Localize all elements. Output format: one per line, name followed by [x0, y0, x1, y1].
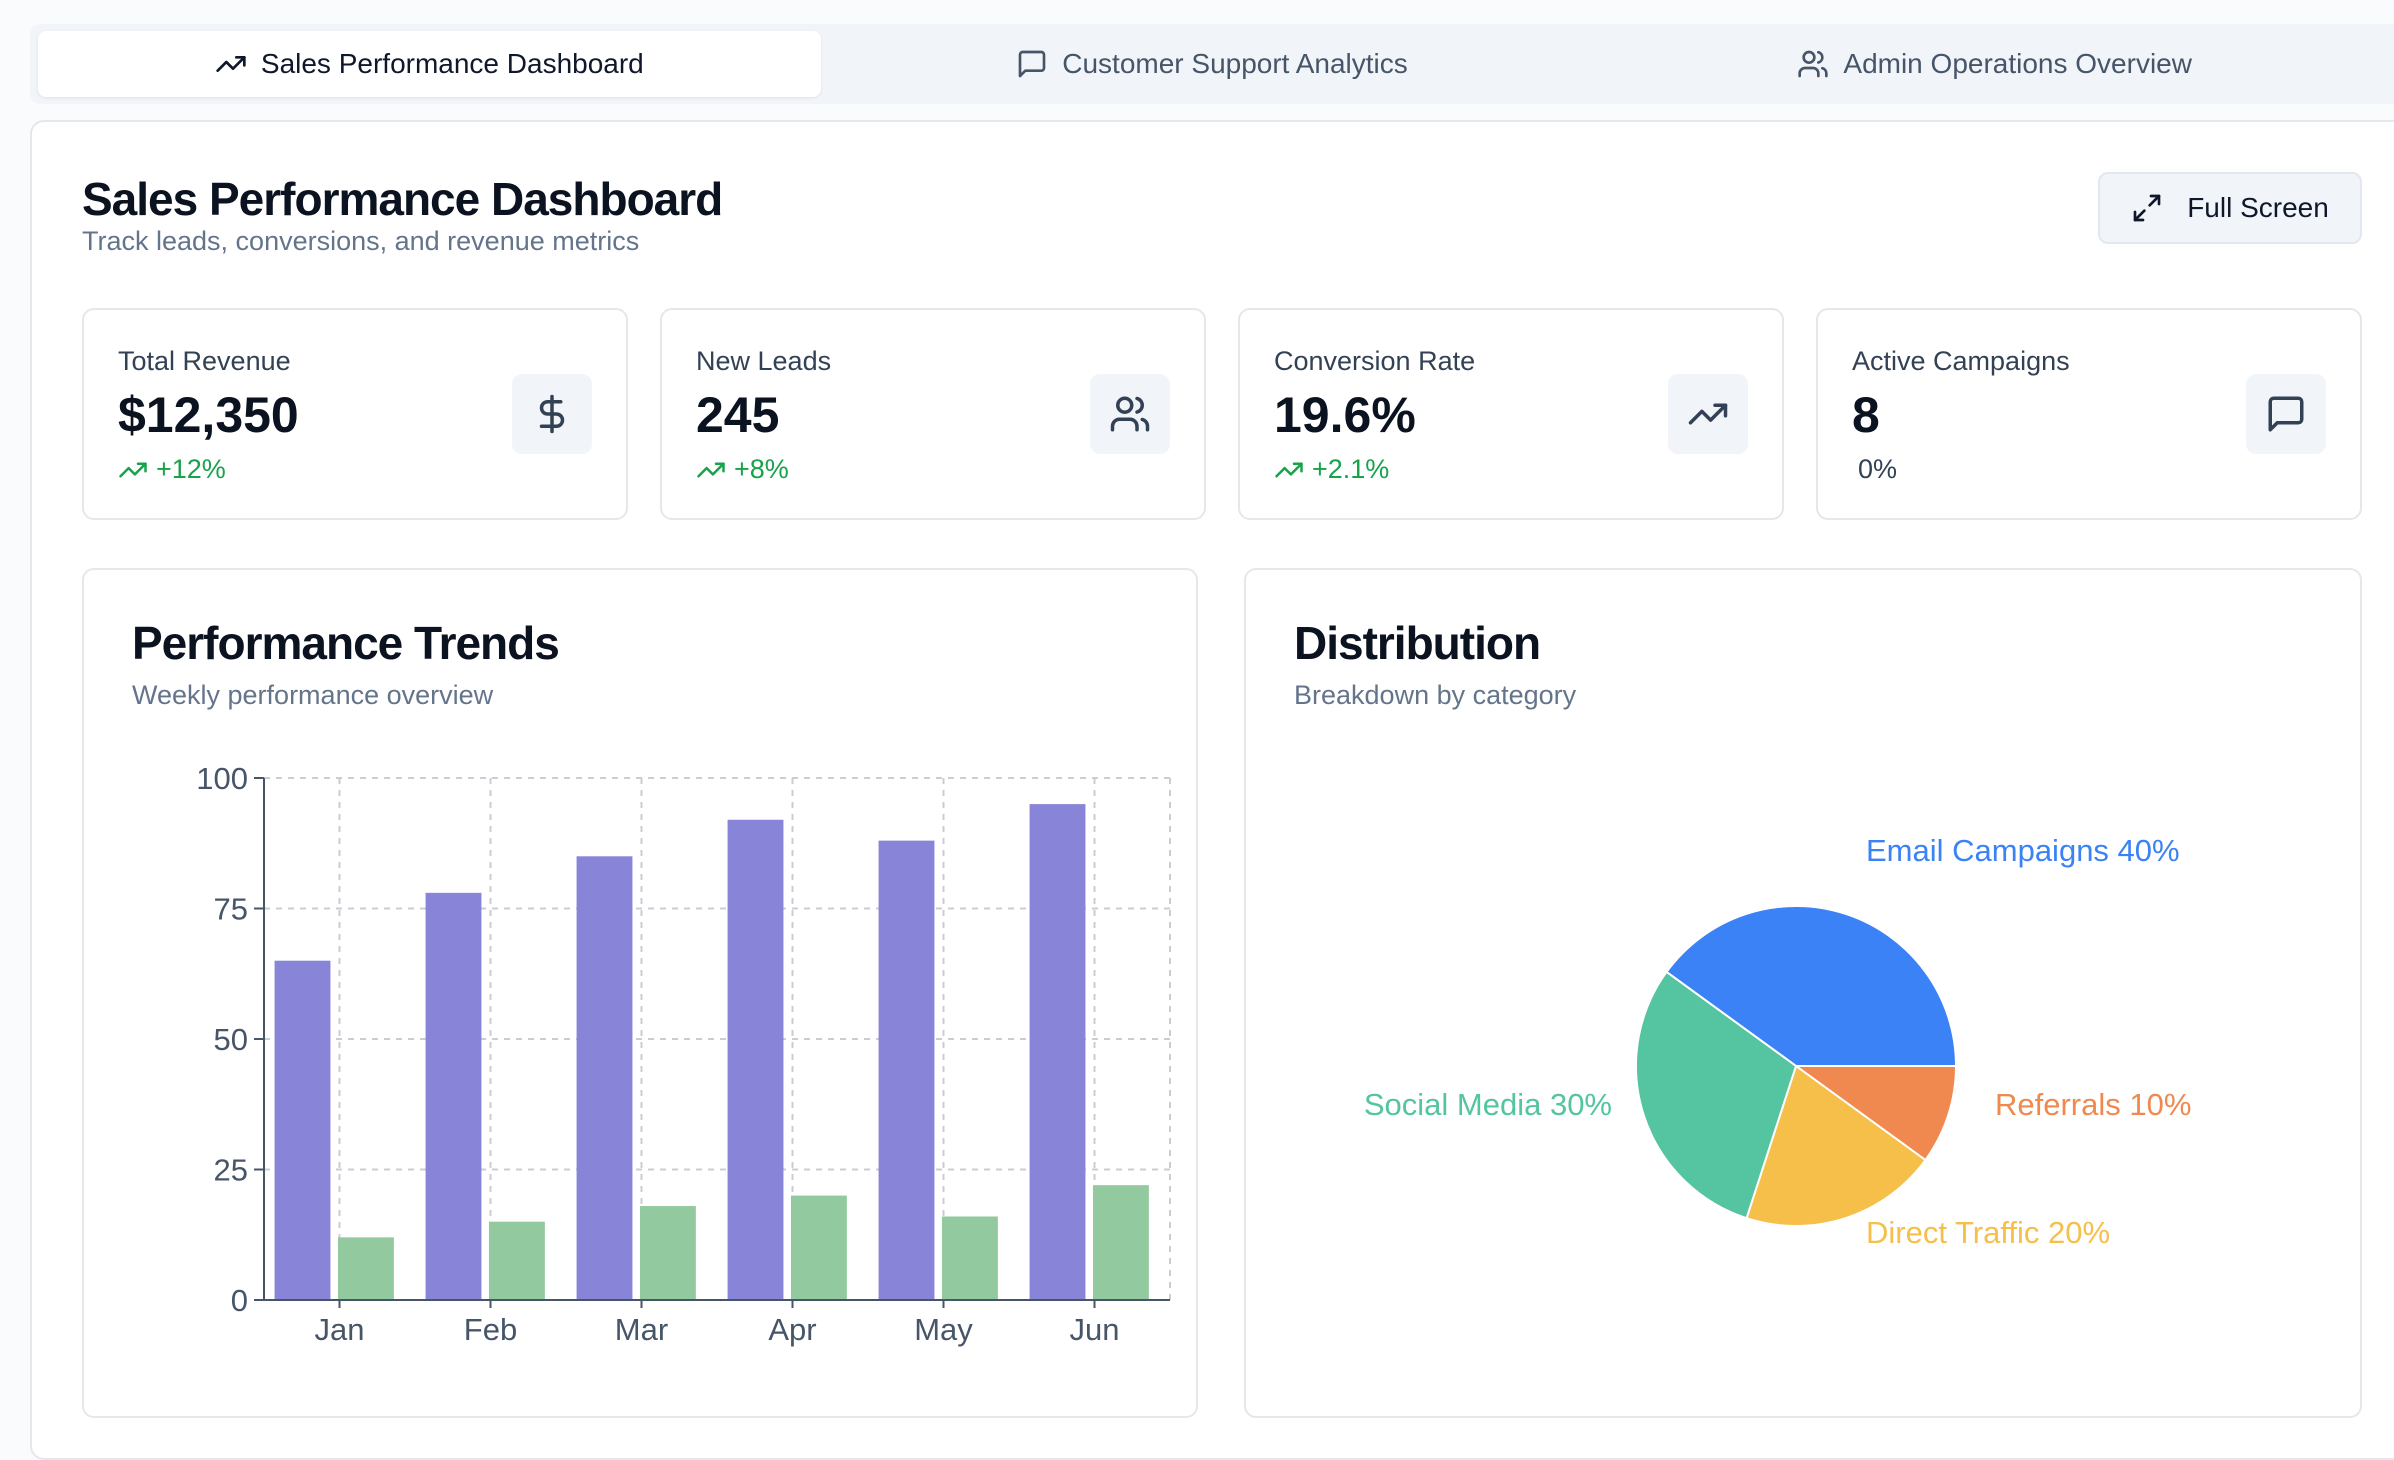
y-tick-label: 0	[231, 1283, 248, 1318]
stat-change-value: +2.1%	[1312, 454, 1390, 484]
stat-value: 245	[696, 387, 780, 443]
pie-slice-social-media	[1635, 970, 1798, 1220]
stat-change-value: 0%	[1858, 454, 1898, 484]
pie-slice-direct-traffic	[1745, 1064, 1927, 1227]
x-tick-label: Feb	[464, 1312, 517, 1347]
bar-apr-series-2	[790, 1195, 847, 1300]
tab-admin-operations[interactable]: Admin Operations Overview	[1603, 31, 2386, 97]
pie-label: Email Campaigns 40%	[1866, 833, 2180, 868]
dollar-icon	[539, 394, 565, 434]
trending-up-icon	[697, 462, 725, 477]
bar-mar-series-1	[576, 856, 633, 1300]
tab-label: Admin Operations Overview	[1843, 48, 2192, 79]
stat-icon-box	[512, 374, 592, 454]
x-tick-label: Jun	[1070, 1312, 1120, 1347]
bar-mar-series-2	[639, 1206, 696, 1300]
x-tick-label: Apr	[768, 1312, 816, 1347]
full-screen-label: Full Screen	[2187, 192, 2329, 223]
maximize-icon	[2133, 194, 2161, 222]
stat-change: +8%	[696, 454, 789, 485]
stat-card-conversion-rate: Conversion Rate 19.6% +2.1%	[1238, 308, 1784, 520]
message-square-icon	[2268, 396, 2304, 432]
tab-bar: Sales Performance Dashboard Customer Sup…	[30, 24, 2394, 104]
stat-change-value: +12%	[156, 454, 226, 484]
bar-apr-series-1	[727, 819, 784, 1300]
card-title: Distribution	[1294, 617, 1541, 669]
users-icon	[1798, 50, 1829, 78]
bar-may-series-1	[878, 840, 935, 1300]
stat-value: 19.6%	[1274, 387, 1416, 443]
tab-label: Sales Performance Dashboard	[260, 48, 644, 79]
pie-slice-email-campaigns	[1665, 905, 1958, 1067]
dashboard-panel: Sales Performance Dashboard Track leads,…	[30, 120, 2394, 1460]
bar-chart: Jan Feb Mar Apr May Jun 0 25 50 75 100	[196, 761, 1171, 1347]
stat-label: Total Revenue	[118, 346, 291, 376]
bar-jan-series-2	[337, 1237, 394, 1300]
pie-chart: Email Campaigns 40% Referrals 10% Direct T…	[1364, 833, 2192, 1250]
users-icon	[1110, 396, 1150, 432]
card-subtitle: Weekly performance overview	[132, 680, 494, 710]
trending-up-icon	[1275, 462, 1303, 477]
card-title: Performance Trends	[132, 617, 560, 669]
tab-customer-support[interactable]: Customer Support Analytics	[821, 31, 1604, 97]
pie-slice-referrals	[1792, 1065, 1958, 1162]
bar-may-series-2	[941, 1216, 998, 1300]
y-tick-label: 25	[214, 1153, 248, 1188]
stat-change: +2.1%	[1274, 454, 1389, 485]
x-tick-label: May	[914, 1312, 973, 1347]
y-tick-label: 100	[196, 761, 248, 796]
tab-sales-performance[interactable]: Sales Performance Dashboard	[38, 31, 821, 97]
stat-change-value: +8%	[734, 454, 789, 484]
stat-card-total-revenue: Total Revenue $12,350 +12%	[82, 308, 628, 520]
y-tick-label: 50	[214, 1022, 248, 1057]
stat-label: Conversion Rate	[1274, 346, 1476, 376]
tab-label: Customer Support Analytics	[1062, 48, 1408, 79]
stat-value: $12,350	[118, 387, 299, 443]
pie-label: Direct Traffic 20%	[1866, 1215, 2110, 1250]
y-tick-label: 75	[214, 892, 248, 927]
full-screen-button[interactable]: Full Screen	[2098, 172, 2362, 244]
trending-up-icon	[216, 55, 246, 72]
distribution-card: Distribution Breakdown by category Email…	[1244, 568, 2362, 1418]
trending-up-icon	[119, 462, 147, 477]
card-subtitle: Breakdown by category	[1294, 680, 1577, 710]
pie-label: Referrals 10%	[1995, 1087, 2191, 1122]
pie-label: Social Media 30%	[1364, 1087, 1612, 1122]
x-tick-label: Mar	[615, 1312, 668, 1347]
page-subtitle: Track leads, conversions, and revenue me…	[82, 226, 640, 256]
bar-jun-series-2	[1092, 1185, 1149, 1300]
trending-up-icon	[1688, 403, 1728, 425]
page-title: Sales Performance Dashboard	[82, 173, 723, 225]
message-square-icon	[1018, 50, 1046, 78]
bar-feb-series-2	[488, 1221, 545, 1300]
stat-label: Active Campaigns	[1852, 346, 2070, 376]
bar-jan-series-1	[274, 960, 331, 1300]
bar-feb-series-1	[425, 892, 482, 1300]
stat-label: New Leads	[696, 346, 832, 376]
stat-icon-box	[2246, 374, 2326, 454]
stat-icon-box	[1668, 374, 1748, 454]
stat-change: 0%	[1858, 454, 1897, 485]
stat-icon-box	[1090, 374, 1170, 454]
performance-trends-card: Performance Trends Weekly performance ov…	[82, 568, 1198, 1418]
stat-card-active-campaigns: Active Campaigns 8 0%	[1816, 308, 2362, 520]
stat-value: 8	[1852, 387, 1880, 443]
stat-card-new-leads: New Leads 245 +8%	[660, 308, 1206, 520]
x-tick-label: Jan	[315, 1312, 365, 1347]
bar-jun-series-1	[1029, 804, 1086, 1300]
stat-change: +12%	[118, 454, 226, 485]
